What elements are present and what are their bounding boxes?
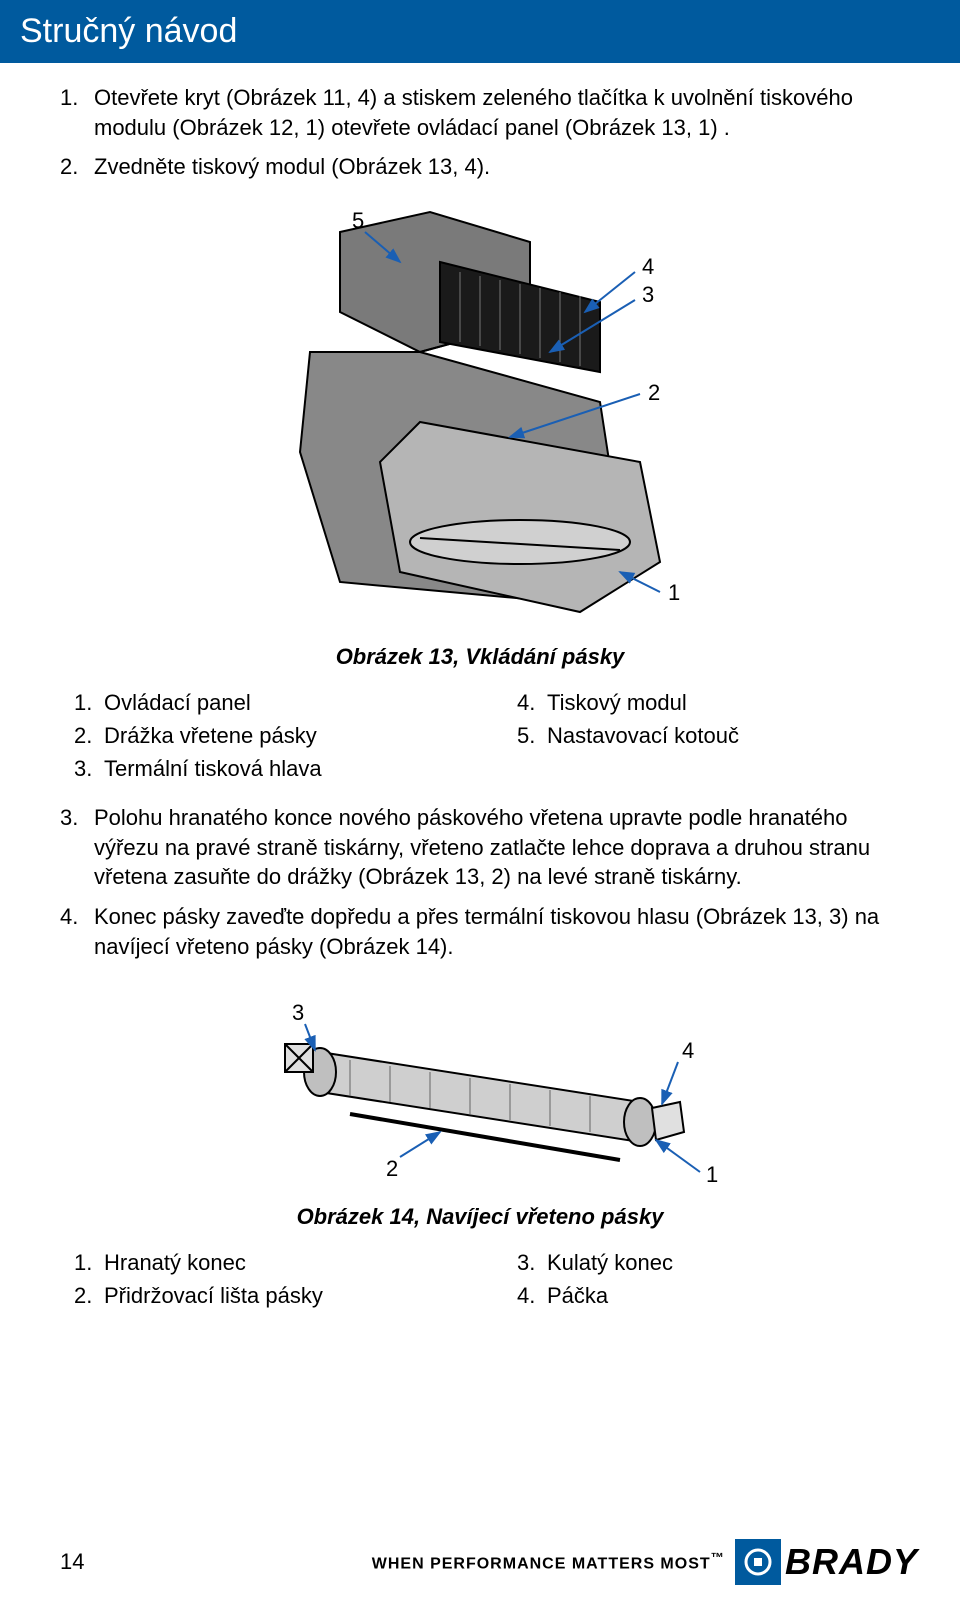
fig14-callout-4: 4 xyxy=(682,1038,694,1063)
tagline: WHEN PERFORMANCE MATTERS MOST™ xyxy=(372,1550,725,1573)
step-1-num: 1. xyxy=(60,83,94,142)
step-4: 4. Konec pásky zaveďte dopředu a přes te… xyxy=(60,902,900,961)
fig14-l4-num: 4. xyxy=(517,1279,547,1312)
step-2: 2. Zvedněte tiskový modul (Obrázek 13, 4… xyxy=(60,152,900,182)
fig13-l3-text: Termální tisková hlava xyxy=(104,752,322,785)
step-4-text: Konec pásky zaveďte dopředu a přes termá… xyxy=(94,902,900,961)
fig14-l2-text: Přidržovací lišta pásky xyxy=(104,1279,323,1312)
figure-13-caption: Obrázek 13, Vkládání pásky xyxy=(60,644,900,670)
figure-14-caption: Obrázek 14, Navíjecí vřeteno pásky xyxy=(60,1204,900,1230)
step-1-text: Otevřete kryt (Obrázek 11, 4) a stiskem … xyxy=(94,83,900,142)
fig13-l5-text: Nastavovací kotouč xyxy=(547,719,739,752)
fig13-l1-text: Ovládací panel xyxy=(104,686,251,719)
content-area: 1. Otevřete kryt (Obrázek 11, 4) a stisk… xyxy=(0,63,960,1312)
tm-mark: ™ xyxy=(711,1550,725,1565)
fig14-l3-num: 3. xyxy=(517,1246,547,1279)
fig13-callout-3: 3 xyxy=(642,282,654,307)
footer: 14 WHEN PERFORMANCE MATTERS MOST™ BRADY xyxy=(0,1539,960,1585)
fig13-l4-num: 4. xyxy=(517,686,547,719)
tagline-text: WHEN PERFORMANCE MATTERS MOST xyxy=(372,1556,711,1573)
figure-14-svg: 3 4 2 1 xyxy=(200,982,760,1192)
page-title: Stručný návod xyxy=(20,12,237,50)
brady-text: BRADY xyxy=(785,1541,918,1583)
fig13-l3-num: 3. xyxy=(74,752,104,785)
fig13-callout-4: 4 xyxy=(642,254,654,279)
fig14-callout-2: 2 xyxy=(386,1156,398,1181)
fig13-l2-num: 2. xyxy=(74,719,104,752)
step-4-num: 4. xyxy=(60,902,94,961)
step-3: 3. Polohu hranatého konce nového páskové… xyxy=(60,803,900,892)
step-2-num: 2. xyxy=(60,152,94,182)
fig14-l1-text: Hranatý konec xyxy=(104,1246,246,1279)
fig13-callout-1: 1 xyxy=(668,580,680,605)
step-3-text: Polohu hranatého konce nového páskového … xyxy=(94,803,900,892)
brady-icon xyxy=(735,1539,781,1585)
fig14-callout-3: 3 xyxy=(292,1000,304,1025)
fig13-callout-5: 5 xyxy=(352,208,364,233)
figure-13: 5 4 3 2 1 xyxy=(60,202,900,632)
fig14-l2-num: 2. xyxy=(74,1279,104,1312)
fig14-l4-text: Páčka xyxy=(547,1279,608,1312)
figure-14: 3 4 2 1 xyxy=(60,982,900,1192)
header-bar: Stručný návod xyxy=(0,0,960,63)
brady-logo: BRADY xyxy=(735,1539,918,1585)
fig13-l5-num: 5. xyxy=(517,719,547,752)
fig14-l1-num: 1. xyxy=(74,1246,104,1279)
figure-14-legend: 1.Hranatý konec 2.Přidržovací lišta pásk… xyxy=(74,1246,900,1312)
step-2-text: Zvedněte tiskový modul (Obrázek 13, 4). xyxy=(94,152,490,182)
page-number: 14 xyxy=(60,1549,84,1575)
fig13-l2-text: Drážka vřetene pásky xyxy=(104,719,317,752)
figure-13-svg: 5 4 3 2 1 xyxy=(220,202,740,632)
fig13-l1-num: 1. xyxy=(74,686,104,719)
fig13-l4-text: Tiskový modul xyxy=(547,686,687,719)
step-3-num: 3. xyxy=(60,803,94,892)
figure-13-legend: 1.Ovládací panel 2.Drážka vřetene pásky … xyxy=(74,686,900,785)
fig13-callout-2: 2 xyxy=(648,380,660,405)
fig14-l3-text: Kulatý konec xyxy=(547,1246,673,1279)
step-1: 1. Otevřete kryt (Obrázek 11, 4) a stisk… xyxy=(60,83,900,142)
fig14-callout-1: 1 xyxy=(706,1162,718,1187)
